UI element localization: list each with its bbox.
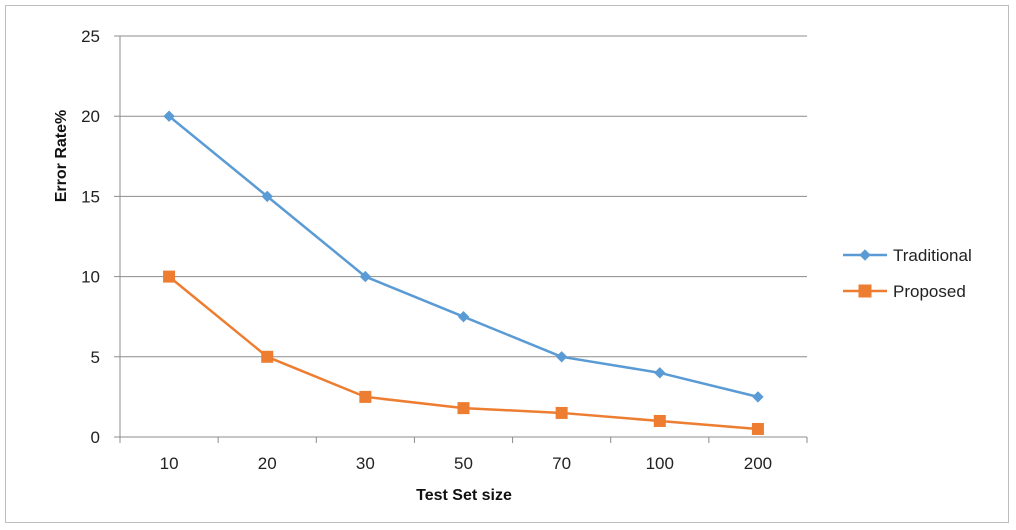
y-tick-label: 10 (81, 268, 100, 287)
legend-entry-traditional: Traditional (843, 246, 972, 265)
x-tick-label: 30 (356, 454, 375, 473)
x-tick-label: 70 (552, 454, 571, 473)
series-proposed (163, 270, 764, 435)
y-tick-label: 15 (81, 187, 100, 206)
data-point-traditional (654, 367, 666, 379)
series-traditional (163, 110, 764, 403)
data-point-proposed (751, 422, 764, 435)
legend-label: Proposed (893, 282, 966, 301)
y-tick-labels: 0 5 10 15 20 25 (81, 27, 100, 447)
data-point-traditional (555, 351, 568, 363)
series-line-traditional (168, 115, 759, 399)
y-tick-label: 20 (81, 107, 100, 126)
y-tick-label: 25 (81, 27, 100, 46)
data-point-proposed (163, 270, 176, 283)
y-tick-label: 0 (91, 428, 100, 447)
x-tick-label: 20 (258, 454, 277, 473)
x-tick-label: 10 (160, 454, 179, 473)
axes (114, 35, 808, 443)
legend: Traditional Proposed (843, 246, 972, 301)
data-point-proposed (359, 390, 372, 403)
series-layer (163, 110, 764, 435)
data-point-proposed (653, 414, 666, 427)
x-tick-label: 50 (454, 454, 473, 473)
legend-label: Traditional (893, 246, 972, 265)
data-point-proposed (261, 350, 274, 363)
x-tick-label: 100 (646, 454, 674, 473)
x-tick-label: 200 (744, 454, 772, 473)
y-axis-title: Error Rate% (53, 110, 70, 202)
x-axis-title: Test Set size (416, 487, 512, 504)
legend-entry-proposed: Proposed (843, 282, 966, 301)
gridlines (120, 35, 807, 358)
x-tick-labels: 10 20 30 50 70 100 200 (160, 454, 773, 473)
data-point-traditional (261, 190, 273, 203)
data-point-proposed (555, 406, 568, 419)
legend-marker-traditional (859, 249, 871, 261)
y-tick-label: 5 (91, 348, 100, 367)
data-point-traditional (752, 391, 764, 403)
data-point-proposed (457, 402, 470, 415)
data-point-traditional (359, 270, 372, 283)
data-point-traditional (163, 110, 175, 122)
data-point-traditional (457, 310, 470, 323)
legend-marker-proposed (858, 284, 872, 298)
